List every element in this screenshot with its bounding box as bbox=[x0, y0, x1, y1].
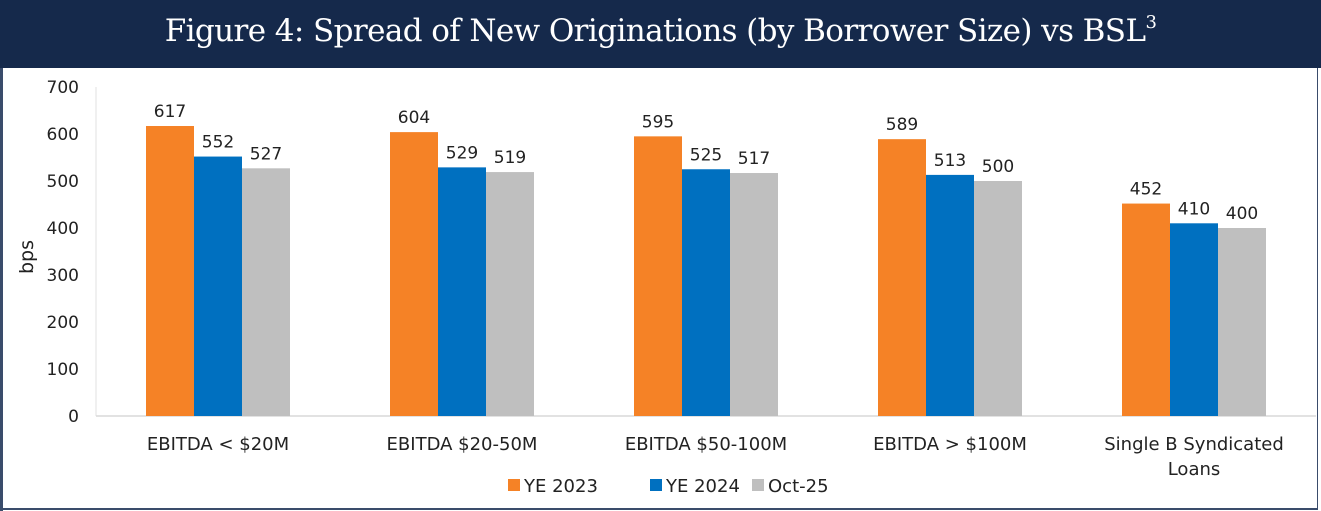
data-label: 519 bbox=[494, 148, 526, 168]
data-label: 525 bbox=[690, 145, 722, 165]
data-label: 595 bbox=[642, 112, 674, 132]
title-banner: Figure 4: Spread of New Originations (by… bbox=[0, 0, 1321, 68]
y-tick-label: 200 bbox=[47, 313, 79, 333]
bar-oct-25 bbox=[486, 172, 534, 416]
frame-border-left bbox=[0, 68, 3, 511]
bar-ye-2023 bbox=[390, 132, 438, 416]
legend-label: Oct-25 bbox=[768, 476, 829, 497]
legend-swatch-ye-2023 bbox=[508, 479, 520, 491]
data-label: 517 bbox=[738, 149, 770, 169]
x-category-label: Loans bbox=[1168, 459, 1221, 480]
y-tick-label: 100 bbox=[47, 360, 79, 380]
bar-ye-2024 bbox=[682, 169, 730, 416]
bar-ye-2023 bbox=[878, 139, 926, 417]
data-label: 500 bbox=[982, 157, 1014, 177]
data-label: 410 bbox=[1178, 199, 1210, 219]
bar-oct-25 bbox=[242, 168, 290, 416]
data-label: 513 bbox=[934, 151, 966, 171]
bar-ye-2024 bbox=[926, 174, 974, 416]
x-category-label: EBITDA $20-50M bbox=[387, 434, 538, 455]
y-tick-label: 0 bbox=[68, 407, 79, 427]
legend-label: YE 2023 bbox=[523, 476, 598, 497]
y-tick-label: 700 bbox=[47, 78, 79, 98]
data-label: 604 bbox=[398, 108, 430, 128]
frame-border-right bbox=[1317, 68, 1318, 508]
legend-swatch-oct-25 bbox=[752, 479, 764, 491]
data-label: 617 bbox=[154, 102, 186, 122]
legend-swatch-ye-2024 bbox=[650, 479, 662, 491]
y-axis-label: bps bbox=[16, 240, 38, 274]
x-category-label: EBITDA < $20M bbox=[147, 434, 289, 455]
y-tick-label: 600 bbox=[47, 125, 79, 145]
y-tick-label: 500 bbox=[47, 172, 79, 192]
bar-ye-2024 bbox=[1170, 223, 1218, 416]
x-category-label: EBITDA $50-100M bbox=[625, 434, 787, 455]
bar-oct-25 bbox=[974, 181, 1022, 416]
data-label: 400 bbox=[1226, 204, 1258, 224]
bar-chart: 0 100 200 300 400 500 600 700 bps 617 552 527 EBITDA… bbox=[16, 78, 1316, 497]
data-label: 552 bbox=[202, 133, 234, 153]
legend-label: YE 2024 bbox=[665, 476, 740, 497]
bar-oct-25 bbox=[1218, 228, 1266, 416]
bar-ye-2023 bbox=[146, 126, 194, 416]
bar-ye-2024 bbox=[194, 156, 242, 416]
chart-title-text: Figure 4: Spread of New Originations (by… bbox=[164, 13, 1146, 49]
data-label: 529 bbox=[446, 143, 478, 163]
data-label: 527 bbox=[250, 144, 282, 164]
data-label: 589 bbox=[886, 115, 918, 135]
chart-title: Figure 4: Spread of New Originations (by… bbox=[0, 12, 1321, 49]
data-label: 452 bbox=[1130, 180, 1162, 200]
bar-ye-2023 bbox=[1122, 203, 1170, 416]
bar-oct-25 bbox=[730, 173, 778, 416]
y-tick-label: 300 bbox=[47, 266, 79, 286]
x-category-label: EBITDA > $100M bbox=[873, 434, 1027, 455]
y-tick-label: 400 bbox=[47, 219, 79, 239]
bar-ye-2023 bbox=[634, 136, 682, 416]
bar-ye-2024 bbox=[438, 167, 486, 416]
frame-border-bottom bbox=[0, 508, 1318, 510]
footnote-superscript: 3 bbox=[1145, 12, 1157, 33]
x-category-label: Single B Syndicated bbox=[1104, 434, 1284, 455]
